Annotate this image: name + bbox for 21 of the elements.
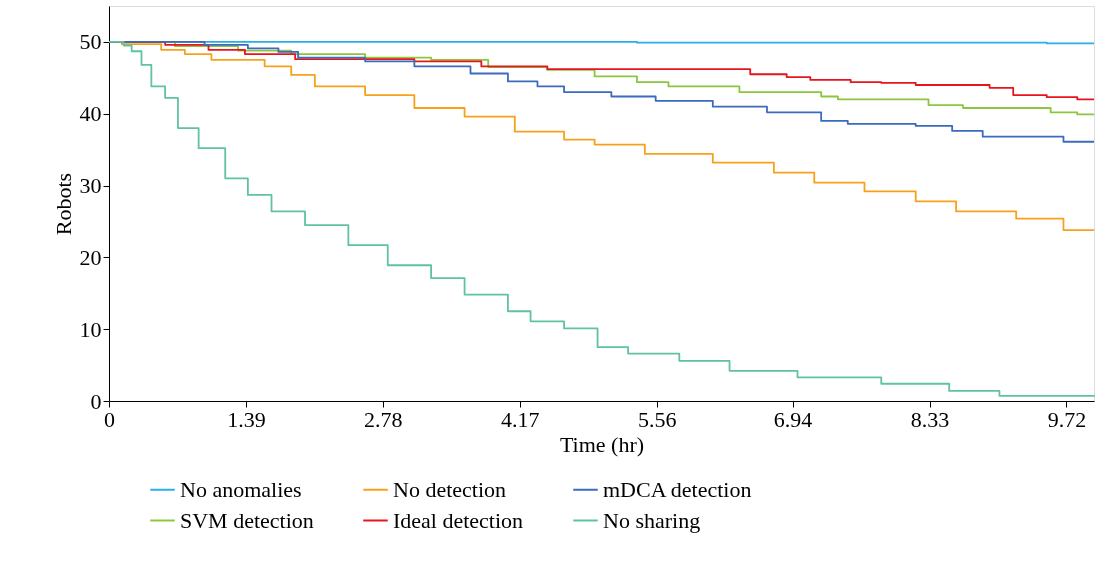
y-tick-label: 20: [79, 244, 102, 270]
legend-label: SVM detection: [180, 507, 314, 533]
legend-label: No sharing: [603, 507, 701, 533]
y-tick-label: 0: [90, 388, 102, 414]
y-tick-label: 10: [79, 316, 102, 342]
x-tick-label: 8.33: [910, 406, 950, 432]
y-tick-label: 30: [79, 173, 102, 199]
x-tick-label: 2.78: [364, 406, 403, 432]
x-tick-label: 5.56: [637, 406, 677, 432]
x-axis-title: Time (hr): [559, 431, 645, 457]
y-axis-title: Robots: [50, 172, 76, 236]
x-tick-label: 4.17: [500, 406, 540, 432]
x-tick-label: 6.94: [773, 406, 813, 432]
y-tick-label: 50: [79, 29, 102, 55]
x-tick-label: 9.72: [1047, 406, 1087, 432]
legend-label: mDCA detection: [603, 476, 752, 502]
legend-label: No detection: [393, 476, 507, 502]
x-tick-label: 1.39: [227, 406, 266, 432]
y-tick-label: 40: [79, 101, 102, 127]
legend-label: Ideal detection: [393, 507, 524, 533]
legend-label: No anomalies: [180, 476, 302, 502]
